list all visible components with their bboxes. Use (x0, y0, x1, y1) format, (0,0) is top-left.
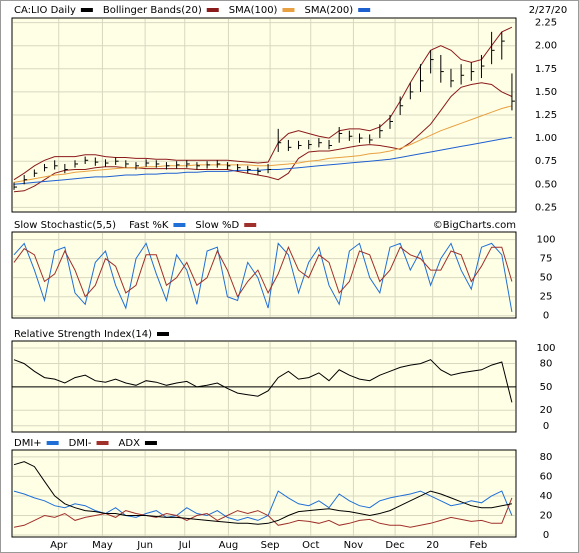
y-tick-label: 75 (540, 254, 553, 265)
x-tick-label: Oct (302, 540, 319, 551)
y-tick-label: 50 (540, 273, 553, 284)
legend-swatch (144, 441, 157, 445)
indicator-line (13, 245, 513, 298)
y-tick-label: 1.50 (535, 87, 557, 98)
y-tick-label: 1.25 (535, 110, 557, 121)
x-tick-label: Apr (50, 540, 68, 551)
indicator-line (13, 490, 513, 521)
x-tick-label: Aug (219, 540, 239, 551)
legend-label: Fast %K (129, 220, 169, 231)
panel-title: CA:LIO Daily (14, 5, 76, 16)
y-tick-label: 0.75 (535, 156, 557, 167)
legend-label: Slow %D (195, 220, 239, 231)
y-tick-label: 20 (540, 405, 553, 416)
legend-label: SMA(100) (229, 5, 278, 16)
y-tick-label: 100 (536, 343, 555, 354)
x-tick-label: May (92, 540, 113, 551)
y-tick-label: 0 (543, 311, 549, 322)
title-swatch (157, 332, 169, 336)
indicator-line (13, 242, 513, 312)
x-tick-label: Nov (344, 540, 364, 551)
x-tick-label: Sep (261, 540, 280, 551)
indicator-line (13, 359, 513, 403)
panel-title: Slow Stochastic(5,5) (14, 220, 116, 231)
y-tick-label: 1.75 (535, 64, 557, 75)
y-tick-label: 40 (540, 491, 553, 502)
y-tick-label: 2.00 (535, 41, 557, 52)
y-tick-label: 60 (540, 471, 553, 482)
y-tick-label: 100 (536, 235, 555, 246)
y-tick-label: 80 (540, 359, 553, 370)
legend-label: ADX (119, 438, 141, 449)
y-tick-label: 0.50 (535, 179, 557, 190)
title-swatch (80, 8, 93, 12)
sma-line (13, 136, 512, 185)
legend-label: DMI+ (14, 438, 42, 449)
x-tick-label: Jun (136, 540, 153, 551)
panel-title: Relative Strength Index(14) (14, 329, 152, 340)
y-tick-label: 0 (543, 421, 549, 432)
y-tick-label: 25 (540, 292, 553, 303)
x-tick-label: Feb (470, 540, 488, 551)
indicator-line (13, 461, 512, 525)
sma-line (13, 105, 513, 183)
legend-label: SMA(200) (304, 5, 353, 16)
legend-swatch (358, 8, 371, 12)
legend-swatch (96, 441, 109, 445)
y-tick-label: 0 (543, 530, 549, 541)
y-tick-label: 1.00 (535, 133, 557, 144)
legend-swatch (244, 223, 257, 227)
x-tick-label: 20 (426, 540, 439, 551)
y-tick-label: 0.25 (535, 202, 557, 213)
plot-frame (11, 231, 517, 319)
bollinger-upper (13, 26, 513, 181)
x-tick-label: Jul (178, 540, 191, 551)
legend-label: DMI- (69, 438, 92, 449)
indicator-line (13, 497, 513, 528)
legend-swatch (46, 441, 59, 445)
legend-swatch (282, 8, 295, 12)
y-tick-label: 20 (540, 510, 553, 521)
legend-swatch (206, 8, 219, 12)
date-label: 2/27/20 (529, 5, 568, 16)
y-tick-label: 2.25 (535, 18, 557, 29)
bollinger-lower (13, 82, 513, 193)
legend-swatch (173, 223, 186, 227)
y-tick-label: 50 (540, 382, 553, 393)
y-tick-label: 80 (540, 452, 553, 463)
source-label: ©BigCharts.com (433, 220, 516, 231)
x-tick-label: Dec (385, 540, 404, 551)
legend-label: Bollinger Bands(20) (103, 5, 202, 16)
